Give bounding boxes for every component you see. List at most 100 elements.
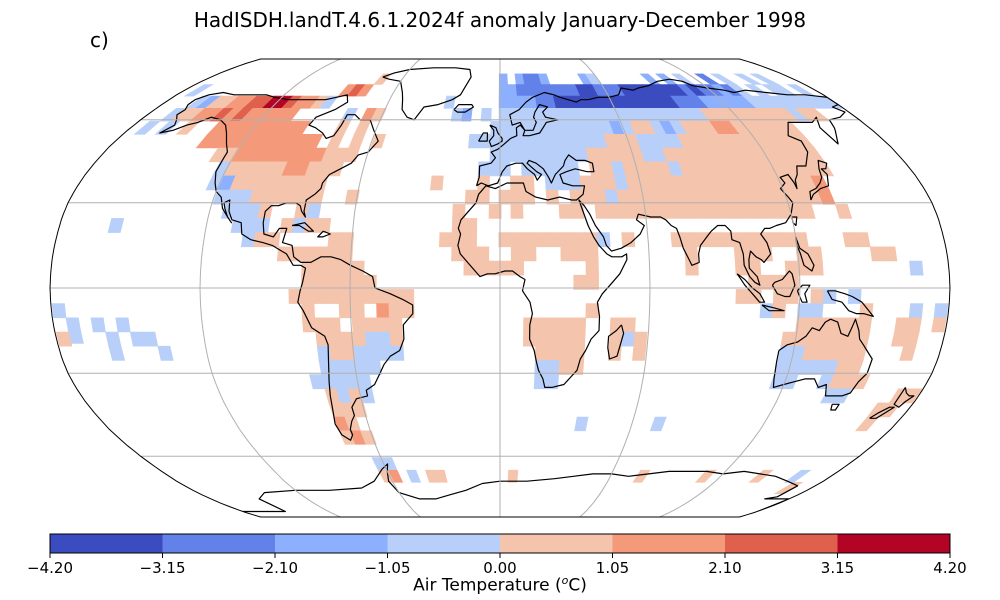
grid-cell xyxy=(476,189,490,205)
grid-cell xyxy=(401,303,415,319)
colorbar-bin xyxy=(837,534,950,553)
colorbar-bins xyxy=(50,534,950,553)
coastline xyxy=(809,159,830,201)
grid-cell xyxy=(596,232,611,248)
grid-cell xyxy=(733,73,762,85)
grid-cell xyxy=(51,303,67,319)
coastline xyxy=(772,318,873,397)
grid-cell xyxy=(316,218,332,233)
grid-cell xyxy=(834,203,853,219)
colorbar-tick-label: −2.10 xyxy=(252,559,298,577)
colorbar-ticks: −4.20 −3.15 −2.10 −1.05 0.00 1.05 2.10 3.15 4.20 xyxy=(27,553,967,577)
grid-cell xyxy=(694,469,718,483)
grid-cell xyxy=(632,345,647,361)
grid-cell xyxy=(780,374,799,390)
colorbar-tick-label: 0.00 xyxy=(483,559,516,577)
grid-cell xyxy=(142,331,159,347)
grid-cell xyxy=(434,469,448,483)
grid-cell xyxy=(107,218,125,233)
colorbar-bin xyxy=(612,534,725,553)
grid-cell xyxy=(798,203,816,219)
grid-cell xyxy=(882,246,898,262)
colorbar-tick-label: 1.05 xyxy=(596,559,629,577)
coastline xyxy=(869,406,895,419)
grid-cell xyxy=(899,345,917,361)
grid-cell xyxy=(632,469,651,483)
grid-cell xyxy=(507,469,519,483)
colorbar-label-superscript: o xyxy=(561,574,569,587)
grid-cell xyxy=(803,108,831,122)
grid-cell xyxy=(649,416,667,432)
grid-cell xyxy=(574,416,589,432)
panel-label: c) xyxy=(90,28,109,52)
coastline xyxy=(761,304,785,312)
colorbar-tick-label: −1.05 xyxy=(365,559,411,577)
grid-cell xyxy=(488,203,502,219)
grid-cell xyxy=(108,345,126,361)
grid-cell xyxy=(545,374,560,390)
colorbar-bin xyxy=(387,534,500,553)
colorbar-bin xyxy=(162,534,275,553)
grid-cell xyxy=(480,108,492,122)
grid-cell xyxy=(55,331,73,347)
grid-cell xyxy=(621,232,636,248)
colorbar-bin xyxy=(275,534,388,553)
coastline xyxy=(893,387,915,408)
grid-cell xyxy=(370,108,387,122)
colorbar-label-suffix: C) xyxy=(568,575,587,596)
colorbar-bin xyxy=(725,534,838,553)
coastline xyxy=(453,104,474,113)
grid-cell xyxy=(545,189,560,205)
grid-cell xyxy=(817,189,836,205)
coastline xyxy=(830,403,840,411)
grid-cell xyxy=(523,246,537,262)
grid-cell xyxy=(390,345,405,361)
grid-cell xyxy=(360,430,377,445)
grid-cell xyxy=(327,161,345,177)
grid-cell xyxy=(522,189,536,205)
colorbar-tick-label: 2.10 xyxy=(708,559,741,577)
coastline xyxy=(826,290,874,317)
grid-cell xyxy=(115,317,131,333)
coastline xyxy=(771,270,796,298)
map-boundary xyxy=(49,58,951,518)
grid-cell xyxy=(367,360,382,375)
grid-cell xyxy=(854,232,871,248)
grid-cell xyxy=(429,175,444,191)
colorbar-bin xyxy=(500,534,613,553)
grid-cell xyxy=(931,317,947,333)
coastline xyxy=(291,222,314,232)
colorbar-label-prefix: Air Temperature ( xyxy=(413,575,562,596)
colorbar-tick-label: −4.20 xyxy=(27,559,73,577)
grid-cell xyxy=(90,317,106,333)
grid-cell xyxy=(585,303,599,319)
coastline xyxy=(488,124,503,148)
coastline xyxy=(159,91,414,441)
coastline xyxy=(382,67,472,121)
grid-cell xyxy=(157,345,174,361)
coastline xyxy=(795,236,815,272)
map-title: HadISDH.landT.4.6.1.2024f anomaly Januar… xyxy=(193,8,807,32)
world-map xyxy=(49,58,951,518)
coastline xyxy=(457,78,846,388)
grid-cell xyxy=(154,120,181,135)
colorbar-tick-label: −3.15 xyxy=(140,559,186,577)
grid-cell xyxy=(65,317,82,333)
colorbar-tick-label: 4.20 xyxy=(933,559,966,577)
grid-cell xyxy=(909,260,924,276)
colorbar-label: Air Temperature (oC) xyxy=(0,574,1000,596)
gridlines xyxy=(50,59,950,517)
coastline xyxy=(317,230,331,238)
grid-cell xyxy=(133,120,161,135)
grid-cell xyxy=(406,469,422,483)
coastline xyxy=(478,132,489,142)
coastlines xyxy=(159,67,915,513)
coastline xyxy=(242,463,799,513)
colorbar-bin xyxy=(50,534,163,553)
colorbar-tick-label: 3.15 xyxy=(821,559,854,577)
coastline xyxy=(607,324,625,360)
grid-cell xyxy=(510,203,524,219)
anomaly-grid-cells xyxy=(51,73,949,494)
grid-cell xyxy=(585,274,600,290)
